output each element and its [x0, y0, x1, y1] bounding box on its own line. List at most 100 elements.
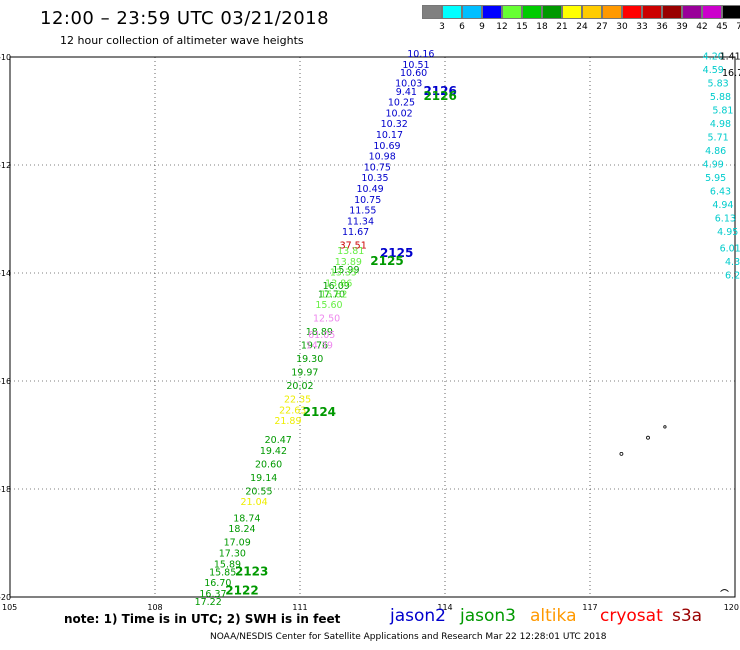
footer-credit: NOAA/NESDIS Center for Satellite Applica…: [210, 632, 607, 642]
color-scale-label: 12: [496, 22, 508, 32]
data-label-east-other: 16.7: [722, 68, 740, 79]
data-label-jason3: 20.55: [245, 486, 272, 497]
coast-mark: [720, 589, 729, 592]
x-tick-label: 114: [437, 603, 452, 612]
data-label-light-green: 13.86: [325, 279, 352, 290]
data-label-jason3: 19.14: [250, 473, 277, 484]
data-label-jason2: 10.60: [400, 68, 427, 79]
data-label-jason2: 10.75: [354, 195, 381, 206]
plot-frame: [9, 56, 736, 598]
data-label-jason2: 10.49: [356, 184, 383, 195]
data-label-jason3: 15.85: [209, 567, 236, 578]
satellite-legend-jason3: jason3: [460, 606, 516, 626]
data-label-jason2: 10.17: [376, 130, 403, 141]
island-mark: [619, 451, 624, 456]
data-label-cyan-east: 4.86: [705, 146, 726, 157]
color-scale-swatch: [722, 5, 740, 19]
data-label-cyan-east: 4.94: [712, 200, 733, 211]
color-scale-swatch: [542, 5, 562, 19]
data-label-light-green: 13.81: [337, 246, 364, 257]
color-scale-label: 15: [516, 22, 528, 32]
data-label-cyan-east: 6.01: [720, 243, 740, 254]
data-label-cyan-east: 4.20: [703, 52, 724, 63]
data-label-cyan-east: 5.71: [708, 133, 729, 144]
data-label-jason3: 17.30: [219, 549, 246, 560]
color-scale-label: 45: [716, 22, 728, 32]
color-scale-swatch: [502, 5, 522, 19]
data-label-jason2: 11.67: [342, 227, 369, 238]
data-label-jason3: 15.99: [332, 265, 359, 276]
color-scale-swatch: [582, 5, 602, 19]
data-label-cyan-east: 4.95: [717, 227, 738, 238]
color-scale-label: 9: [479, 22, 485, 32]
data-label-cyan-east: 6.13: [715, 214, 736, 225]
chart-subtitle: 12 hour collection of altimeter wave hei…: [60, 34, 304, 47]
y-tick-label: -14: [0, 269, 11, 278]
data-label-jason3: 18.24: [228, 524, 255, 535]
color-scale-label: 30: [616, 22, 628, 32]
pass-label: 2126: [423, 89, 456, 103]
data-label-cyan-east: 4.98: [710, 119, 731, 130]
satellite-legend-altika: altika: [530, 606, 577, 626]
y-tick-label: -10: [0, 53, 11, 62]
color-scale-label: 24: [576, 22, 588, 32]
color-scale-swatch: [522, 5, 542, 19]
island-mark: [663, 425, 667, 429]
color-scale-swatch: [662, 5, 682, 19]
data-label-red-mark: 37.51: [340, 241, 367, 252]
x-tick-label: 111: [292, 603, 307, 612]
data-label-light-green: 15.60: [315, 300, 342, 311]
data-label-jason2: 11.34: [347, 216, 374, 227]
footer-note: note: 1) Time is in UTC; 2) SWH is in fe…: [64, 612, 341, 626]
data-label-jason2: 10.75: [364, 162, 391, 173]
data-label-cyan-east: 5.81: [712, 106, 733, 117]
data-label-jason2: 10.35: [361, 173, 388, 184]
data-label-jason3: 20.02: [286, 381, 313, 392]
y-tick-label: -18: [0, 485, 11, 494]
data-label-east-other: 1.41: [720, 52, 740, 63]
color-scale-swatch: [422, 5, 442, 19]
data-label-cyan-east: 4.99: [703, 160, 724, 171]
data-label-jason2: 10.51: [402, 60, 429, 71]
y-tick-label: -12: [0, 161, 11, 170]
data-label-yellow: 21.04: [240, 497, 267, 508]
color-scale-label: 39: [676, 22, 688, 32]
data-label-cyan-east: 6.2: [725, 270, 740, 281]
color-scale-label: 33: [636, 22, 648, 32]
data-label-jason3: 19.97: [291, 368, 318, 379]
pass-label: 2126: [423, 84, 456, 98]
color-scale-label: 42: [696, 22, 708, 32]
data-label-jason3: 17.22: [195, 597, 222, 608]
data-label-cyan-east: 6.43: [710, 187, 731, 198]
data-label-jason2: 10.98: [369, 152, 396, 163]
data-label-jason3: 18.74: [233, 513, 260, 524]
color-scale-label: 36: [656, 22, 668, 32]
color-scale-swatch: [642, 5, 662, 19]
color-scale-label: 3: [439, 22, 445, 32]
color-scale-label: 18: [536, 22, 548, 32]
data-label-pink: 14.39: [306, 341, 333, 352]
data-label-jason3: 20.47: [265, 435, 292, 446]
data-label-jason3: 19.76: [301, 341, 328, 352]
data-label-jason3: 18.89: [306, 327, 333, 338]
color-scale-swatch: [442, 5, 462, 19]
data-label-cyan-east: 5.83: [708, 79, 729, 90]
x-tick-label: 105: [2, 603, 17, 612]
data-label-jason2: 10.16: [407, 49, 434, 60]
data-label-cyan-east: 4.59: [703, 65, 724, 76]
data-label-jason2: 10.02: [385, 108, 412, 119]
pass-label: 2123: [235, 564, 268, 578]
data-label-yellow: 22.35: [284, 395, 311, 406]
pass-label: 2125: [380, 246, 413, 260]
data-label-jason3: 17.09: [224, 538, 251, 549]
x-tick-label: 120: [724, 603, 739, 612]
color-scale-label: 21: [556, 22, 568, 32]
color-scale-label: 70: [736, 22, 740, 32]
color-scale-swatch: [602, 5, 622, 19]
satellite-legend-cryosat: cryosat: [600, 606, 663, 626]
color-scale-label: 6: [459, 22, 465, 32]
color-scale-swatch: [482, 5, 502, 19]
data-label-jason2: 9.41: [396, 87, 417, 98]
pass-label: 2122: [225, 583, 258, 597]
